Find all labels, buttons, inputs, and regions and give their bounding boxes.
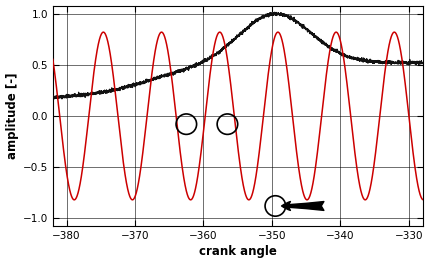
Y-axis label: amplitude [-]: amplitude [-] bbox=[6, 73, 18, 159]
X-axis label: crank angle: crank angle bbox=[199, 246, 276, 258]
